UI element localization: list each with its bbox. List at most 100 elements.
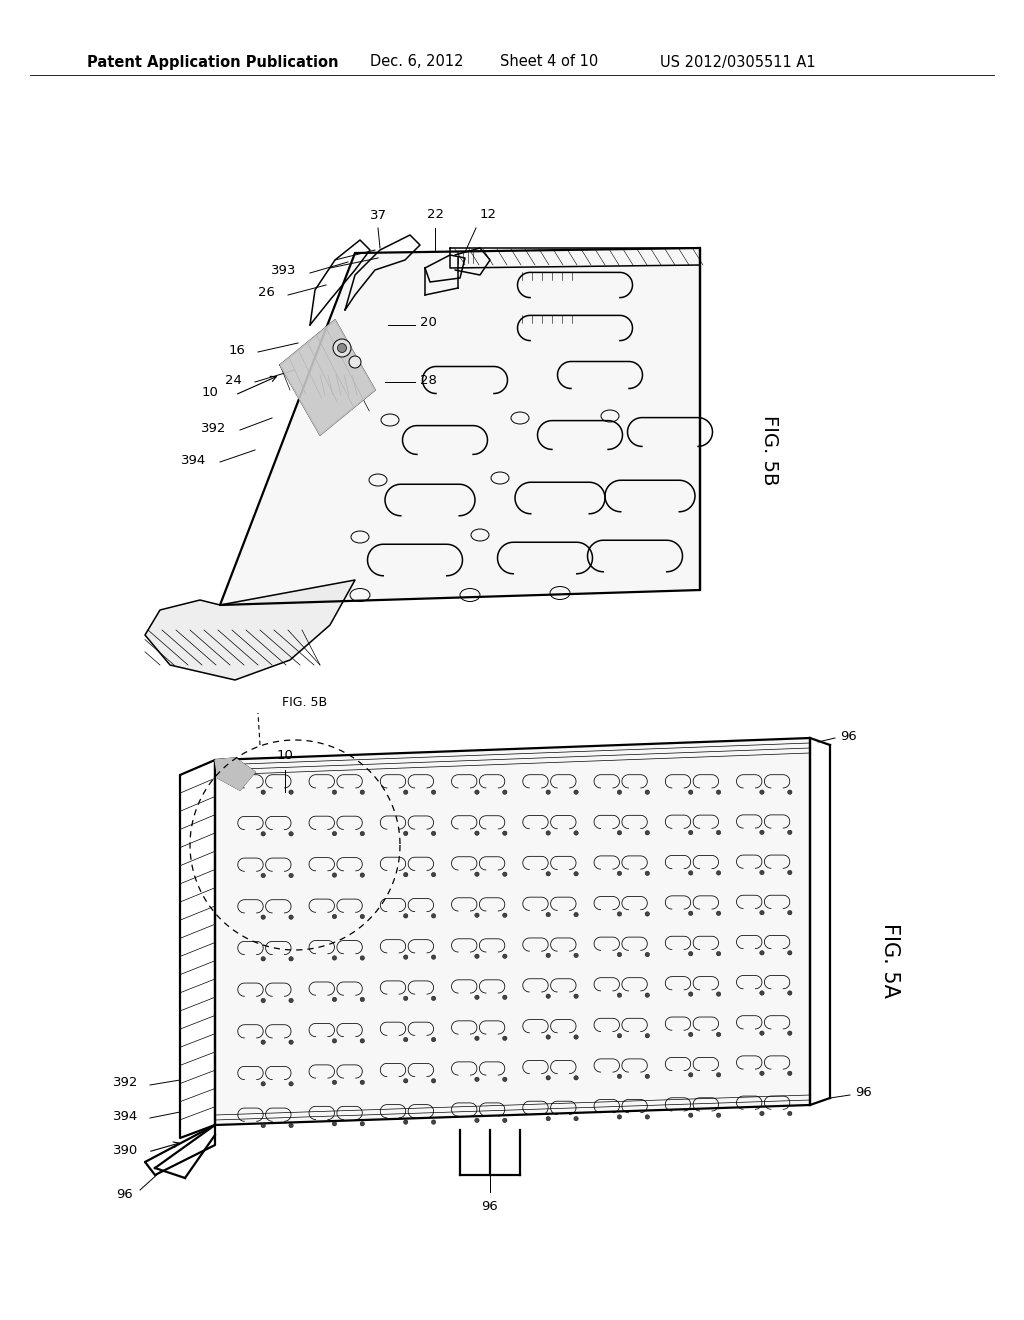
Text: 10: 10 [201, 385, 218, 399]
Circle shape [475, 873, 479, 876]
Circle shape [332, 997, 337, 1002]
Polygon shape [145, 579, 355, 680]
Circle shape [360, 915, 365, 919]
Circle shape [546, 1117, 551, 1121]
Circle shape [403, 1078, 408, 1082]
Circle shape [475, 1036, 479, 1040]
Circle shape [688, 871, 693, 875]
Circle shape [475, 1077, 479, 1081]
Circle shape [503, 1077, 507, 1081]
Circle shape [717, 1032, 721, 1036]
Circle shape [332, 1080, 337, 1085]
Text: 37: 37 [370, 209, 386, 222]
Circle shape [787, 1111, 792, 1115]
Circle shape [503, 873, 507, 876]
Text: 12: 12 [480, 209, 497, 220]
Circle shape [261, 789, 265, 795]
Circle shape [717, 1113, 721, 1118]
Text: 390: 390 [113, 1143, 138, 1156]
Text: 26: 26 [258, 285, 275, 298]
Circle shape [475, 1118, 479, 1122]
Circle shape [261, 832, 265, 836]
Circle shape [617, 1034, 622, 1038]
Circle shape [261, 874, 265, 878]
Circle shape [431, 913, 436, 919]
Circle shape [787, 870, 792, 875]
Text: 392: 392 [113, 1077, 138, 1089]
Circle shape [503, 1118, 507, 1122]
Circle shape [645, 1114, 649, 1119]
Circle shape [261, 915, 265, 919]
Circle shape [617, 993, 622, 998]
Circle shape [360, 832, 365, 836]
Circle shape [338, 343, 346, 352]
Circle shape [360, 956, 365, 960]
Circle shape [787, 950, 792, 956]
Circle shape [475, 954, 479, 958]
Circle shape [787, 789, 792, 795]
Circle shape [403, 997, 408, 1001]
Circle shape [573, 1035, 579, 1039]
Circle shape [261, 1040, 265, 1044]
Circle shape [261, 1123, 265, 1127]
Circle shape [475, 789, 479, 795]
Text: FIG. 5A: FIG. 5A [880, 923, 900, 998]
Circle shape [289, 832, 293, 836]
Circle shape [688, 1032, 693, 1036]
Circle shape [760, 1031, 764, 1035]
Circle shape [333, 339, 351, 356]
Circle shape [617, 1074, 622, 1078]
Circle shape [289, 998, 293, 1003]
Circle shape [688, 1113, 693, 1118]
Circle shape [360, 873, 365, 878]
Circle shape [760, 911, 764, 915]
Circle shape [475, 832, 479, 836]
Circle shape [546, 912, 551, 917]
Circle shape [431, 954, 436, 960]
Text: 28: 28 [420, 374, 437, 387]
Text: 24: 24 [225, 374, 242, 387]
Circle shape [289, 915, 293, 919]
Circle shape [289, 789, 293, 795]
Circle shape [617, 912, 622, 916]
Circle shape [717, 911, 721, 916]
Circle shape [787, 911, 792, 915]
Circle shape [787, 991, 792, 995]
Circle shape [688, 1073, 693, 1077]
Circle shape [349, 356, 361, 368]
Circle shape [332, 1039, 337, 1043]
Text: 96: 96 [117, 1188, 133, 1201]
Circle shape [688, 911, 693, 916]
Circle shape [332, 915, 337, 919]
Circle shape [617, 871, 622, 875]
Circle shape [403, 832, 408, 836]
Circle shape [431, 789, 436, 795]
Circle shape [645, 912, 649, 916]
Circle shape [403, 873, 408, 876]
Circle shape [617, 830, 622, 836]
Circle shape [787, 1031, 792, 1035]
Circle shape [403, 913, 408, 919]
Circle shape [261, 1081, 265, 1086]
Circle shape [332, 956, 337, 960]
Text: 96: 96 [840, 730, 857, 743]
Circle shape [503, 789, 507, 795]
Circle shape [360, 1039, 365, 1043]
Circle shape [573, 830, 579, 836]
Circle shape [717, 952, 721, 956]
Circle shape [617, 789, 622, 795]
Text: FIG. 5B: FIG. 5B [761, 414, 779, 486]
Circle shape [645, 830, 649, 836]
Circle shape [289, 1123, 293, 1127]
Text: US 2012/0305511 A1: US 2012/0305511 A1 [660, 54, 816, 70]
Circle shape [475, 913, 479, 917]
Circle shape [261, 957, 265, 961]
Circle shape [760, 1071, 764, 1076]
Text: 392: 392 [201, 421, 226, 434]
Text: Dec. 6, 2012: Dec. 6, 2012 [370, 54, 464, 70]
Circle shape [431, 1119, 436, 1125]
Text: Sheet 4 of 10: Sheet 4 of 10 [500, 54, 598, 70]
Circle shape [431, 1078, 436, 1082]
Circle shape [787, 830, 792, 834]
Circle shape [546, 1076, 551, 1080]
